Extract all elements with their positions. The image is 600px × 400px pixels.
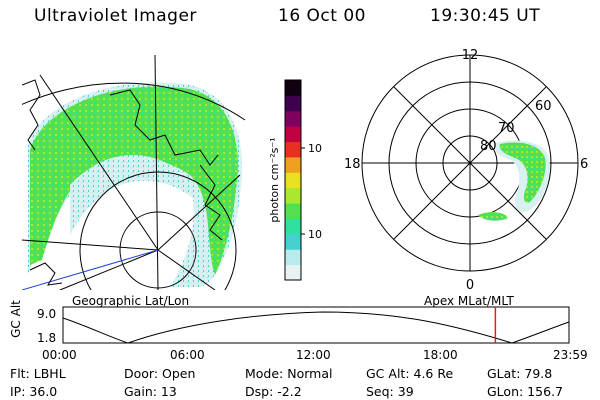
colorbar-step	[285, 95, 301, 112]
timeline-xtick-1800: 18:00	[423, 348, 458, 362]
colorbar-step	[285, 172, 301, 189]
lat-label-80: 80	[480, 139, 497, 154]
info-glon: GLon: 156.7	[487, 384, 563, 399]
altitude-curve	[62, 311, 570, 344]
mlt-label-0: 0	[466, 278, 474, 293]
altitude-timeline	[62, 306, 570, 344]
timeline-xtick-1200: 12:00	[296, 348, 331, 362]
header-time: 19:30:45 UT	[430, 6, 541, 26]
timeline-ylabel: GC Alt	[9, 300, 23, 338]
timeline-ytick-top: 9.0	[37, 307, 57, 321]
colorbar-tick-label-10: 10	[308, 228, 322, 241]
info-ip: IP: 36.0	[10, 384, 58, 399]
info-dsp: Dsp: -2.2	[245, 384, 302, 399]
apex-label: Apex MLat/MLT	[424, 294, 514, 308]
colorbar-gradient	[285, 80, 301, 281]
info-seq: Seq: 39	[366, 384, 414, 399]
app-title: Ultraviolet Imager	[34, 6, 197, 26]
timeline-xtick-0600: 06:00	[170, 348, 205, 362]
colorbar-step	[285, 141, 301, 158]
lat-label-70: 70	[498, 121, 515, 136]
timeline-xtick-0000: 00:00	[42, 348, 77, 362]
polar-image: 12 18 6 0 80 70 60	[344, 48, 588, 293]
info-door: Door: Open	[124, 366, 196, 381]
colorbar-step	[285, 80, 301, 96]
colorbar-step	[285, 110, 301, 127]
colorbar-step	[285, 156, 301, 173]
header-date: 16 Oct 00	[278, 6, 366, 26]
colorbar-tick-label-100: 100	[308, 142, 322, 155]
geographic-image	[22, 55, 246, 290]
polar-grid	[361, 54, 579, 272]
info-mode: Mode: Normal	[245, 366, 333, 381]
info-filter: Flt: LBHL	[10, 366, 66, 381]
mlt-label-6: 6	[580, 157, 588, 172]
colorbar-unit-label: photon cm⁻²s⁻¹	[268, 137, 281, 222]
timeline-ytick-bottom: 1.8	[37, 331, 57, 345]
timeline-xtick-2359: 23:59	[553, 348, 588, 362]
colorbar: 100 10 photon cm⁻²s⁻¹	[268, 79, 322, 281]
colorbar-step	[285, 187, 301, 204]
info-glat: GLat: 79.8	[487, 366, 553, 381]
info-gc-alt: GC Alt: 4.6 Re	[366, 366, 454, 381]
colorbar-step	[285, 249, 301, 266]
colorbar-step	[285, 218, 301, 235]
info-gain: Gain: 13	[124, 384, 177, 399]
lat-label-60: 60	[535, 99, 552, 114]
mlt-label-12: 12	[462, 48, 479, 63]
geographic-label: Geographic Lat/Lon	[72, 294, 190, 308]
colorbar-step	[285, 233, 301, 250]
colorbar-frame	[284, 79, 302, 281]
colorbar-step	[285, 203, 301, 219]
colorbar-step	[285, 264, 301, 281]
mlt-label-18: 18	[344, 157, 361, 172]
colorbar-step	[285, 126, 301, 143]
